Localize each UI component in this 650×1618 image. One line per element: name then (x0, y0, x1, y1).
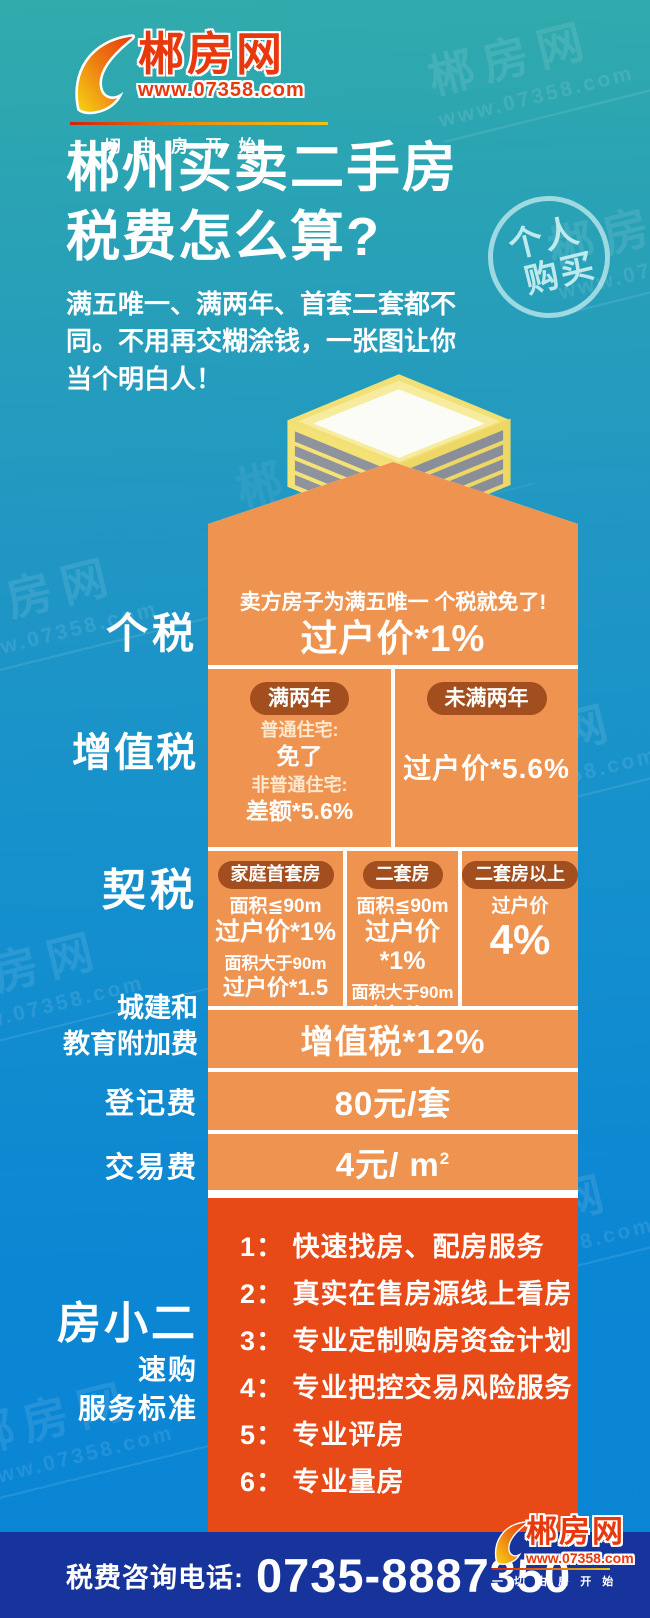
brand-url: www.07358.com (138, 79, 305, 102)
divider (208, 1130, 578, 1134)
footer-bar: 税费咨询电话: 0735-8887350 (0, 1532, 650, 1618)
label-vat: 增值税 (72, 731, 198, 775)
deed-more-label: 过户价 (491, 895, 549, 917)
deed-rate-small: 过户价*1% (364, 918, 440, 976)
label-transaction: 交易费 (104, 1152, 198, 1184)
brand-url: www.07358.com (526, 1549, 634, 1566)
deed-badge-second-home: 二套房 (362, 861, 443, 889)
page-title: 郴州买卖二手房 税费怎么算? (66, 134, 458, 272)
surtax-value: 增值税*12% (300, 1023, 486, 1060)
divider (208, 665, 578, 669)
watermark-url: www.07358.com (436, 61, 637, 133)
service-item: 6： 专业量房 (240, 1467, 405, 1497)
label-surtax-line1: 城建和 (117, 993, 198, 1023)
brand-watermark: 郴房网 www.07358.com (420, 0, 650, 143)
service-item: 2： 真实在售房源线上看房 (240, 1279, 573, 1309)
brand-logo-text: 郴房网 www.07358.com (138, 30, 305, 102)
label-services: 房小二 速购 服务标准 (0, 1299, 198, 1426)
deed-more-rate: 4% (489, 916, 551, 964)
vat-col-under-2y: 未满两年 过户价*5.6% (395, 669, 578, 847)
vat-nonordinary-value: 差额*5.6% (245, 797, 354, 824)
deed-badge-more-homes: 二套房以上 (462, 861, 578, 889)
footer-brand-row: 郴房网 www.07358.com (492, 1514, 644, 1566)
services-title: 房小二 (57, 1299, 198, 1348)
personal-purchase-badge: 个人 购买 (475, 183, 623, 331)
tax-column: 卖方房子为满五唯一 个税就免了! 过户价*1% 满两年 普通住宅: 免了 非普通… (208, 462, 578, 1533)
transaction-row: 4元/ m2 (208, 1134, 578, 1190)
deed-badge-first-home: 家庭首套房 (217, 861, 334, 889)
surtax-row: 增值税*12% (208, 1010, 578, 1068)
service-item: 5： 专业评房 (240, 1420, 405, 1450)
label-surtax: 城建和 教育附加费 (0, 990, 198, 1063)
transaction-value: 4元/ m2 (336, 1138, 451, 1186)
deed-col-second-home: 二套房 面积≦90m 过户价*1% 面积大于90m 过户价*2 (347, 851, 458, 1029)
vat-badge-under-2y: 未满两年 (426, 682, 547, 716)
services-subtitle2: 服务标准 (77, 1393, 198, 1425)
swoosh-icon (75, 34, 136, 115)
brand-slogan: 一 切 由 房 开 始 (492, 1576, 618, 1588)
personal-tax-note: 卖方房子为满五唯一 个税就免了! (239, 591, 547, 614)
intro-text: 满五唯一、满两年、首套二套都不同。不用再交糊涂钱，一张图让你当个明白人！ (66, 289, 457, 394)
footer-brand-logo: 郴房网 www.07358.com 一 切 由 房 开 始 (492, 1514, 644, 1589)
vat-col-over-2y: 满两年 普通住宅: 免了 非普通住宅: 差额*5.6% (208, 669, 391, 847)
divider (208, 1068, 578, 1072)
label-deed-tax: 契税 (102, 866, 198, 915)
vat-ordinary-label: 普通住宅: (260, 720, 339, 741)
footer-brand-text: 郴房网 www.07358.com (526, 1514, 634, 1566)
vat-under-2y-value: 过户价*5.6% (403, 753, 570, 785)
deed-rate-small: 过户价*1% (215, 918, 336, 947)
watermark-underline (444, 70, 650, 143)
divider (208, 847, 578, 851)
vat-badge-over-2y: 满两年 (250, 682, 349, 716)
services-subtitle1: 速购 (137, 1354, 198, 1386)
brand-slogan: 一 切 由 房 开 始 (70, 137, 262, 156)
service-item: 1： 快速找房、配房服务 (240, 1232, 545, 1262)
divider (458, 851, 462, 1006)
deed-tax-section: 家庭首套房 面积≦90m 过户价*1% 面积大于90m 过户价*1.5 二套房 … (208, 851, 578, 1029)
divider (391, 669, 395, 847)
service-item: 4： 专业把控交易风险服务 (240, 1373, 573, 1403)
vat-nonordinary-label: 非普通住宅: (251, 775, 348, 796)
registration-value: 80元/套 (334, 1085, 452, 1122)
label-personal-tax: 个税 (105, 610, 198, 657)
vat-ordinary-value: 免了 (276, 742, 323, 769)
personal-tax-section: 卖方房子为满五唯一 个税就免了! 过户价*1% (208, 462, 578, 665)
page-title-line1: 郴州买卖二手房 (66, 138, 458, 198)
deed-area-large: 面积大于90m (351, 982, 454, 1002)
transaction-value-text: 4元/ m (335, 1146, 440, 1183)
services-section: 1： 快速找房、配房服务 2： 真实在售房源线上看房 3： 专业定制购房资金计划… (208, 1198, 578, 1533)
deed-col-more-homes: 二套房以上 过户价 4% (462, 851, 578, 1006)
brand-logo-row: 郴房网 www.07358.com (70, 30, 340, 118)
personal-tax-value: 过户价*1% (300, 618, 486, 660)
brand-logo: 郴房网 www.07358.com 一 切 由 房 开 始 (70, 30, 340, 157)
divider (208, 1006, 578, 1010)
watermark-name: 郴房网 (422, 12, 599, 104)
brand-underline (70, 122, 328, 125)
label-surtax-line2: 教育附加费 (63, 1029, 198, 1060)
brand-name: 郴房网 (526, 1514, 625, 1549)
divider (208, 1190, 578, 1198)
transaction-value-sup: 2 (439, 1149, 451, 1168)
hotline-label: 税费咨询电话: (66, 1562, 244, 1593)
registration-row: 80元/套 (208, 1072, 578, 1130)
deed-area-small: 面积≦90m (356, 895, 449, 917)
deed-area-small: 面积≦90m (229, 895, 322, 917)
deed-area-large: 面积大于90m (224, 954, 327, 974)
service-item: 3： 专业定制购房资金计划 (240, 1326, 573, 1356)
vat-section: 满两年 普通住宅: 免了 非普通住宅: 差额*5.6% 未满两年 过户价*5.6… (208, 669, 578, 847)
divider (343, 851, 347, 1006)
swoosh-icon (494, 1521, 528, 1565)
brand-underline (492, 1568, 610, 1570)
brand-name: 郴房网 (138, 28, 285, 80)
page-title-line2: 税费怎么算? (66, 207, 381, 268)
label-registration: 登记费 (104, 1088, 198, 1120)
deed-rate-large: 过户价*1.5 (222, 975, 329, 1001)
deed-col-first-home: 家庭首套房 面积≦90m 过户价*1% 面积大于90m 过户价*1.5 (208, 851, 343, 1006)
